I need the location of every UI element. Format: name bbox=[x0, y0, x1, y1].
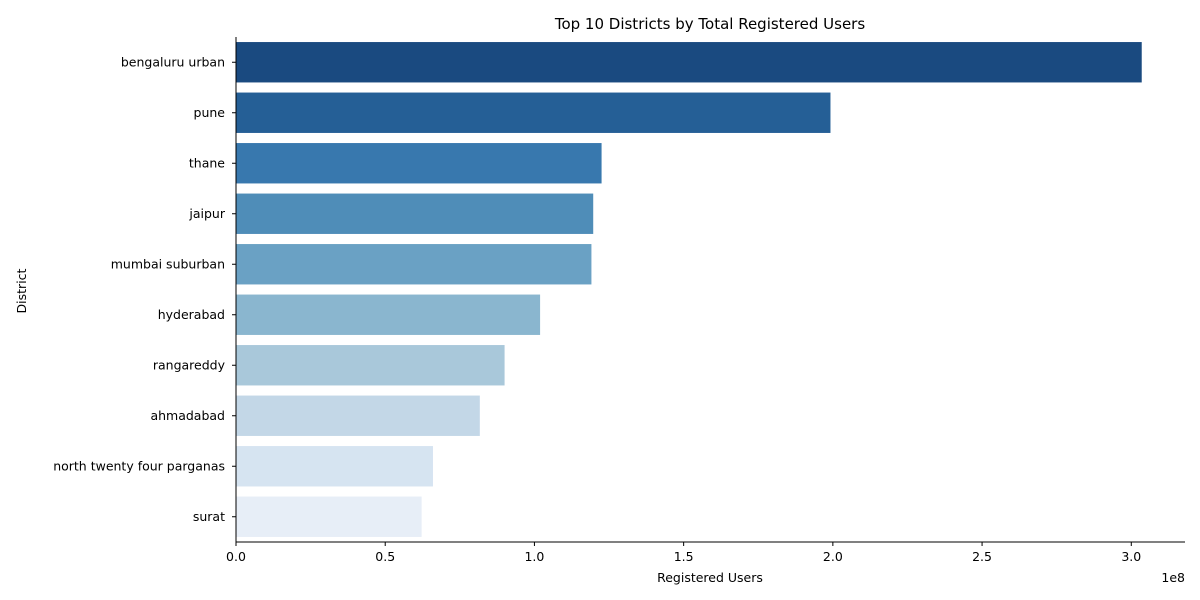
y-tick-label: hyderabad bbox=[158, 307, 225, 322]
bar-jaipur bbox=[236, 193, 594, 234]
y-tick-label: thane bbox=[189, 156, 225, 171]
bar-mumbai-suburban bbox=[236, 244, 592, 285]
x-tick-label: 1.5 bbox=[674, 549, 694, 564]
y-axis-ticks: bengaluru urban pune thane jaipur mumbai sub… bbox=[53, 55, 236, 524]
bar-thane bbox=[236, 143, 602, 184]
bar-hyderabad bbox=[236, 294, 541, 335]
bar-pune bbox=[236, 92, 831, 133]
bar-bengaluru-urban bbox=[236, 42, 1142, 83]
bar-ahmadabad bbox=[236, 395, 480, 436]
x-axis-scale-label: 1e8 bbox=[1161, 570, 1185, 585]
x-tick-label: 3.0 bbox=[1121, 549, 1141, 564]
y-tick-label: surat bbox=[193, 509, 225, 524]
y-tick-label: bengaluru urban bbox=[121, 55, 225, 70]
y-tick-label: pune bbox=[194, 105, 226, 120]
x-tick-label: 0.0 bbox=[226, 549, 246, 564]
bars-group bbox=[236, 42, 1142, 537]
x-tick-label: 2.0 bbox=[823, 549, 843, 564]
y-axis-label: District bbox=[14, 268, 29, 313]
x-tick-label: 2.5 bbox=[972, 549, 992, 564]
y-tick-label: mumbai suburban bbox=[111, 257, 225, 272]
y-tick-label: ahmadabad bbox=[150, 408, 225, 423]
y-tick-label: jaipur bbox=[188, 206, 225, 221]
x-axis-ticks: 0.0 0.5 1.0 1.5 2.0 2.5 3.0 bbox=[226, 542, 1141, 564]
chart-title: Top 10 Districts by Total Registered Use… bbox=[554, 15, 865, 33]
x-tick-label: 1.0 bbox=[524, 549, 544, 564]
x-axis-label: Registered Users bbox=[657, 570, 763, 585]
y-tick-label: rangareddy bbox=[153, 358, 226, 373]
bar-north-twenty-four-parganas bbox=[236, 446, 433, 487]
x-tick-label: 0.5 bbox=[375, 549, 395, 564]
y-tick-label: north twenty four parganas bbox=[53, 459, 225, 474]
bar-surat bbox=[236, 496, 422, 537]
bar-rangareddy bbox=[236, 345, 505, 386]
